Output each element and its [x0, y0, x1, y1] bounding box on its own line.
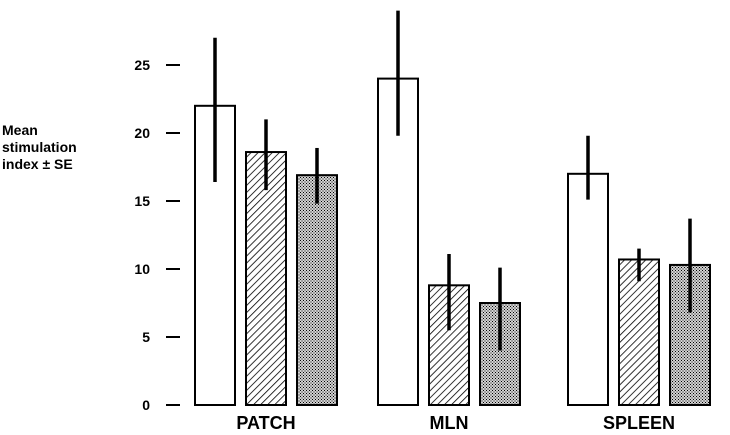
category-label: MLN [430, 413, 469, 433]
bar-spleen-open [567, 172, 609, 406]
category-labels: PATCH MLN SPLEEN [236, 413, 675, 433]
y-axis-label: Mean stimulation index ± SE [2, 122, 77, 173]
y-tick-label: 15 [134, 193, 150, 209]
bars-group [194, 77, 711, 407]
y-tick-label: 5 [142, 329, 150, 345]
y-tick-label: 0 [142, 397, 150, 413]
error-bars-group [213, 10, 692, 351]
y-tick-label: 20 [134, 125, 150, 141]
category-label: SPLEEN [603, 413, 675, 433]
bar-patch-hatched [245, 151, 287, 406]
y-axis-label-line: Mean [2, 122, 38, 138]
category-label: PATCH [236, 413, 295, 433]
y-axis-label-line: stimulation [2, 139, 77, 155]
y-tick-label: 10 [134, 261, 150, 277]
y-axis: 0 5 10 15 20 25 [134, 57, 180, 413]
y-tick-label: 25 [134, 57, 150, 73]
bar-patch-stippled [296, 174, 338, 406]
bar-spleen-hatched [618, 258, 660, 407]
y-axis-label-line: index ± SE [2, 156, 73, 172]
